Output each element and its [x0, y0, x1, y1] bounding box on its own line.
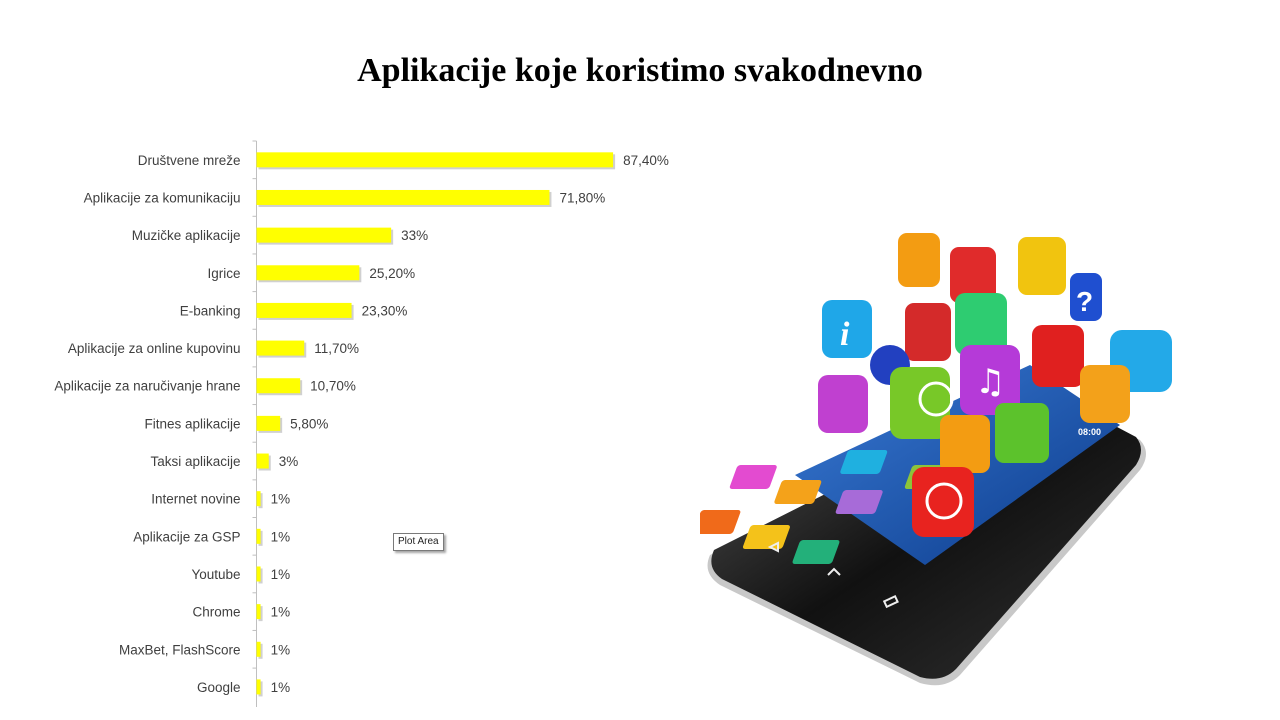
data-label: 23,30%	[362, 303, 408, 318]
category-label: Youtube	[191, 567, 240, 582]
bar[interactable]	[256, 528, 261, 544]
data-labels: 87,40% 71,80% 33% 25,20% 23,30% 11,70% 10,70% 5…	[271, 153, 669, 695]
bar[interactable]	[256, 491, 261, 507]
category-labels: Društvene mreže Aplikacije za komunikacij…	[54, 153, 240, 695]
bar-chart[interactable]: Društvene mreže Aplikacije za komunikacij…	[0, 135, 690, 715]
bars	[256, 152, 616, 697]
category-label: E-banking	[180, 303, 241, 318]
bar[interactable]	[256, 679, 261, 695]
category-label: Chrome	[192, 605, 240, 620]
data-label: 5,80%	[290, 416, 328, 431]
data-label: 33%	[401, 228, 428, 243]
data-label: 1%	[271, 605, 291, 620]
plot-area-tooltip: Plot Area	[393, 533, 444, 551]
bar[interactable]	[256, 152, 614, 168]
smartphone-with-app-icons-icon: 08:00 i ? ♫	[700, 233, 1172, 686]
category-label: Igrice	[207, 266, 240, 281]
slide-title: Aplikacije koje koristimo svakodnevno	[357, 52, 923, 89]
category-label: Aplikacije za online kupovinu	[68, 341, 241, 356]
phone-clock: 08:00	[1078, 427, 1101, 437]
category-label: Internet novine	[151, 492, 240, 507]
category-label: Google	[197, 680, 241, 695]
category-label: Taksi aplikacije	[150, 454, 240, 469]
phone-nav-buttons	[767, 541, 899, 609]
bar[interactable]	[256, 415, 281, 431]
category-label: Društvene mreže	[138, 153, 241, 168]
bar[interactable]	[256, 227, 392, 243]
category-label: Muzičke aplikacije	[132, 228, 241, 243]
data-label: 87,40%	[623, 153, 669, 168]
bar[interactable]	[256, 189, 550, 205]
svg-text:?: ?	[1076, 286, 1093, 317]
data-label: 25,20%	[369, 266, 415, 281]
bar[interactable]	[256, 302, 352, 318]
bar[interactable]	[256, 566, 261, 582]
bar[interactable]	[256, 265, 360, 281]
data-label: 1%	[271, 529, 291, 544]
svg-text:i: i	[840, 316, 850, 353]
category-label: Fitnes aplikacije	[144, 416, 240, 431]
category-label: Aplikacije za naručivanje hrane	[54, 379, 240, 394]
data-label: 71,80%	[559, 190, 605, 205]
bar[interactable]	[256, 604, 261, 620]
data-label: 1%	[271, 680, 291, 695]
category-label: Aplikacije za komunikaciju	[84, 190, 241, 205]
floating-app-icons: i ? ♫	[818, 233, 1172, 537]
data-label: 1%	[271, 567, 291, 582]
bar[interactable]	[256, 641, 261, 657]
category-label: Aplikacije za GSP	[133, 529, 240, 544]
data-label: 1%	[271, 642, 291, 657]
category-label: MaxBet, FlashScore	[119, 642, 241, 657]
data-label: 10,70%	[310, 379, 356, 394]
data-label: 1%	[271, 492, 291, 507]
data-label: 11,70%	[314, 341, 359, 356]
bar[interactable]	[256, 340, 305, 356]
axis-ticks	[252, 140, 257, 669]
svg-text:♫: ♫	[975, 362, 1005, 402]
data-label: 3%	[279, 454, 299, 469]
bar[interactable]	[256, 378, 301, 394]
bar[interactable]	[256, 453, 269, 469]
screen-app-grid: 08:00	[700, 427, 1101, 564]
